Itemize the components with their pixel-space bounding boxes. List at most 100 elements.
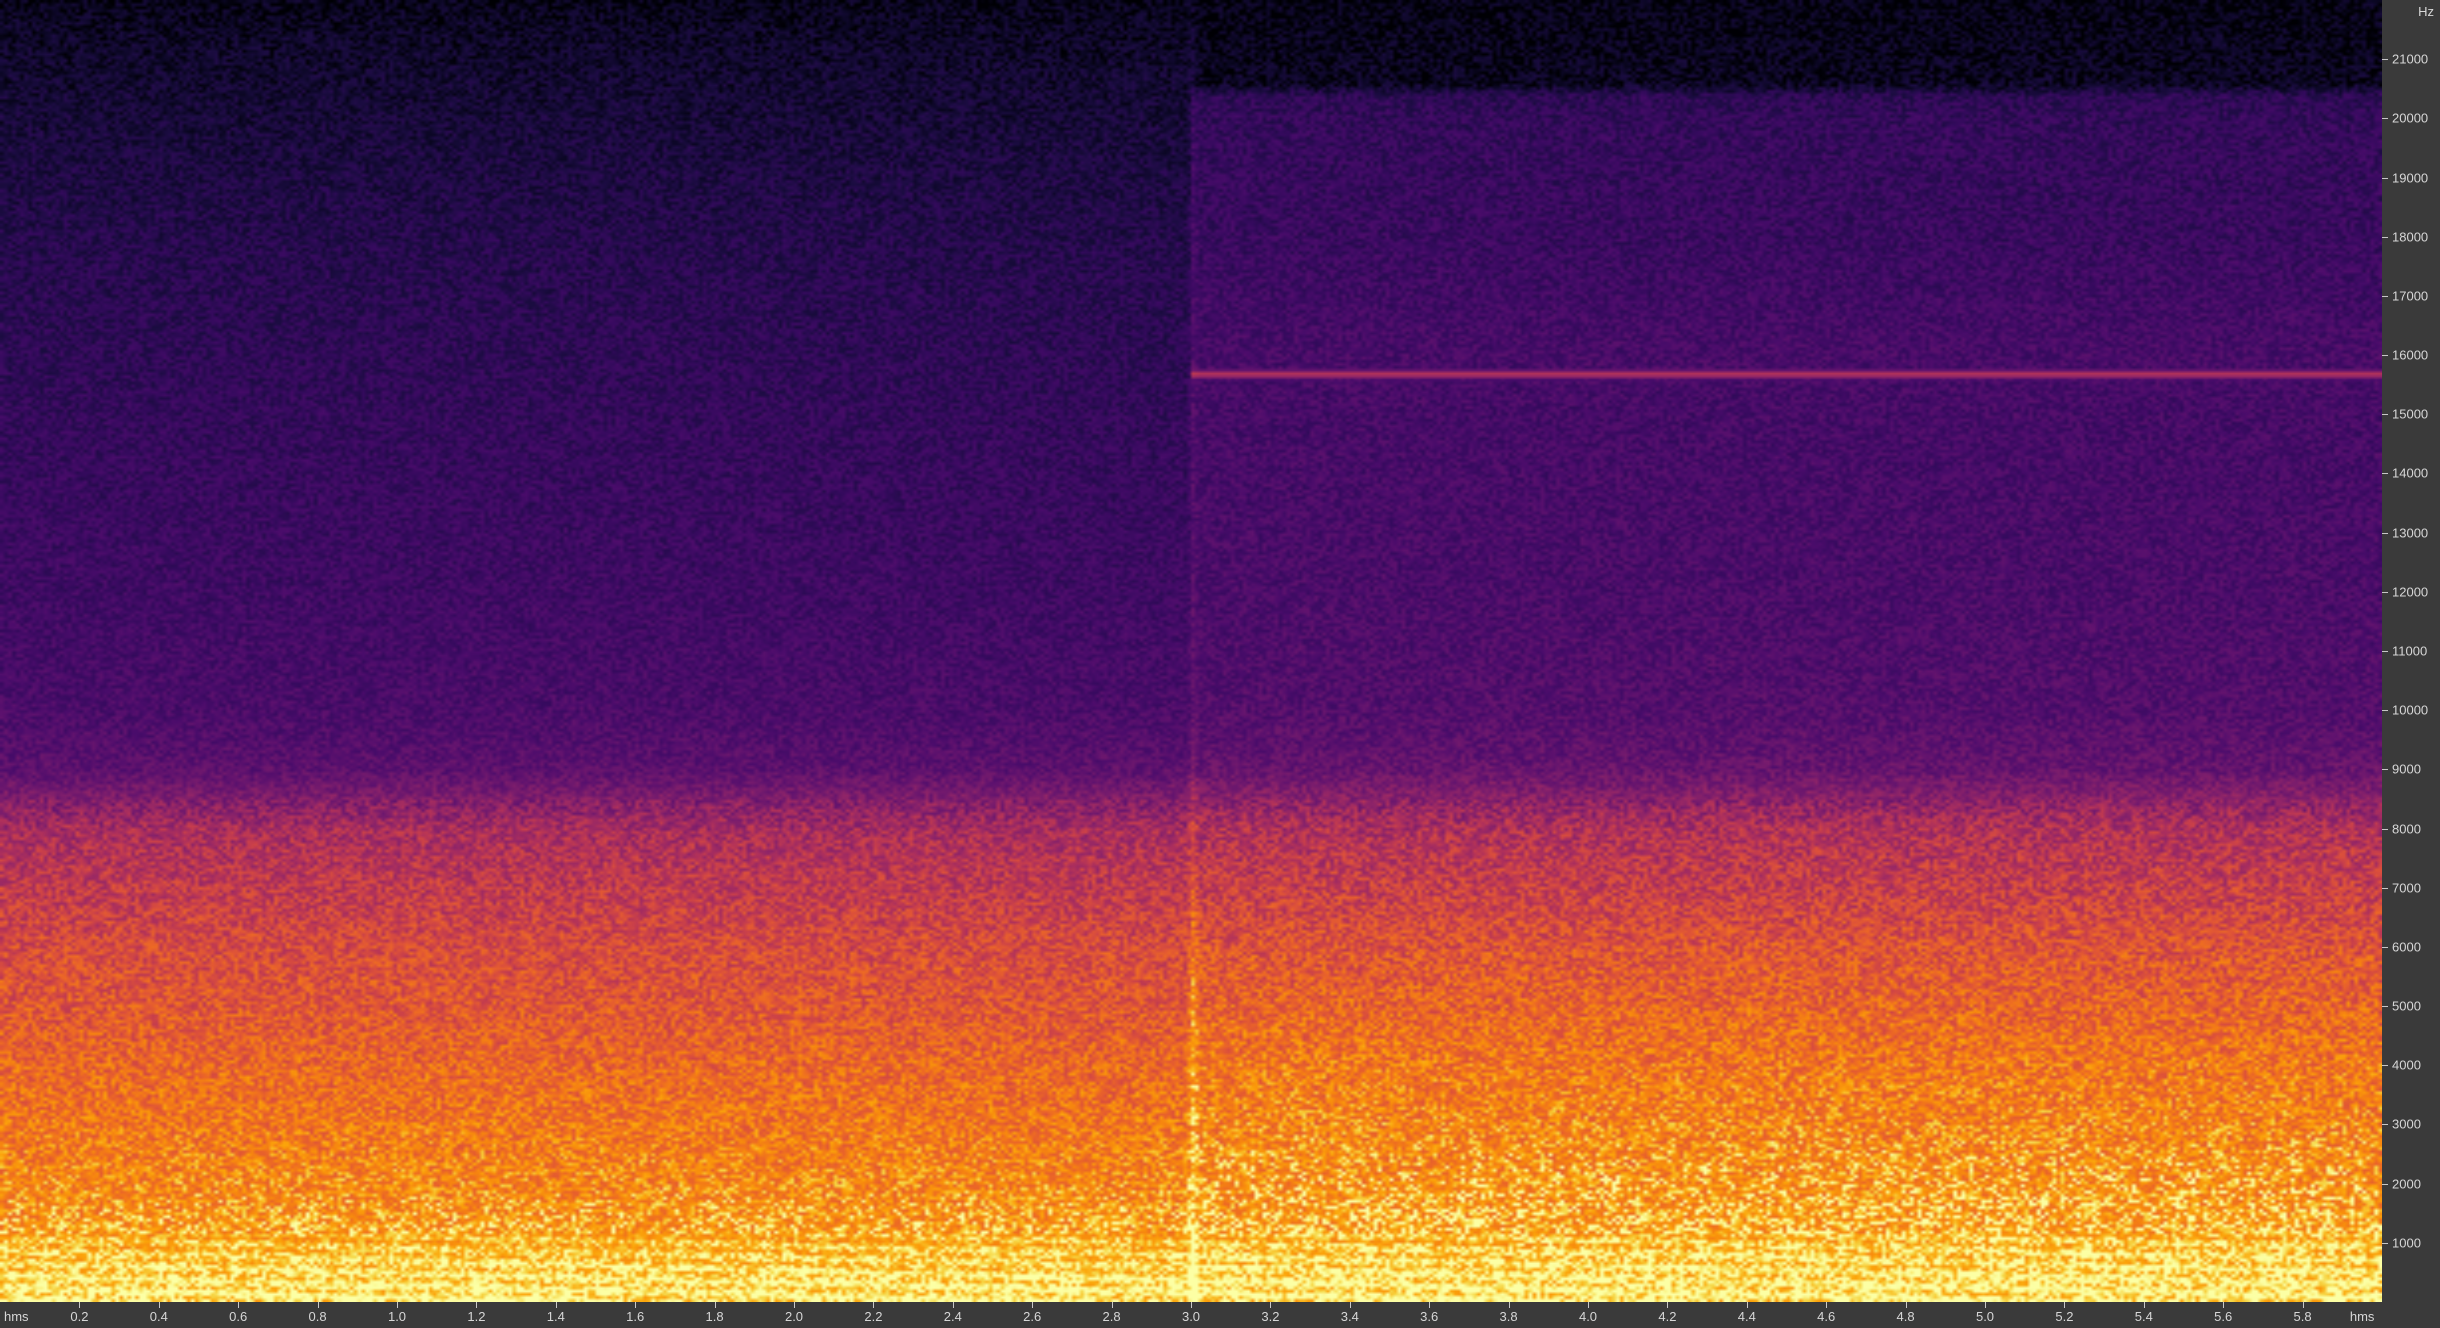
x-axis: hms 0.2 0.4 0.6 0.8 1.0 1.2 1.4 1.6 1.8 2.0 2.2 2.4… <box>0 1302 2382 1328</box>
y-tick-label: 1000 <box>2392 1235 2421 1250</box>
x-tick <box>1032 1302 1033 1308</box>
y-tick <box>2382 296 2388 297</box>
y-tick <box>2382 1243 2388 1244</box>
x-tick-label: 1.8 <box>706 1309 724 1324</box>
y-tick-label: 21000 <box>2392 52 2428 67</box>
x-tick-label: 2.4 <box>944 1309 962 1324</box>
y-tick <box>2382 473 2388 474</box>
x-tick-label: 3.0 <box>1182 1309 1200 1324</box>
x-tick-label: 0.6 <box>229 1309 247 1324</box>
y-tick <box>2382 1184 2388 1185</box>
x-tick-label: 5.0 <box>1976 1309 1994 1324</box>
x-tick <box>476 1302 477 1308</box>
y-tick <box>2382 1006 2388 1007</box>
y-tick-label: 18000 <box>2392 229 2428 244</box>
y-tick-label: 10000 <box>2392 703 2428 718</box>
y-tick-label: 6000 <box>2392 939 2421 954</box>
x-tick <box>1985 1302 1986 1308</box>
y-tick-label: 8000 <box>2392 821 2421 836</box>
x-tick <box>1270 1302 1271 1308</box>
x-tick <box>2223 1302 2224 1308</box>
y-tick-label: 19000 <box>2392 170 2428 185</box>
x-tick <box>1509 1302 1510 1308</box>
x-tick <box>953 1302 954 1308</box>
x-tick <box>2064 1302 2065 1308</box>
y-axis-unit: Hz <box>2418 4 2434 19</box>
x-tick <box>397 1302 398 1308</box>
y-tick-label: 14000 <box>2392 466 2428 481</box>
x-tick <box>2144 1302 2145 1308</box>
y-tick-label: 5000 <box>2392 999 2421 1014</box>
x-tick-label: 4.8 <box>1897 1309 1915 1324</box>
x-tick-label: 0.2 <box>70 1309 88 1324</box>
y-axis-inner: Hz 1000 2000 3000 4000 5000 6000 7000 8000 9000 1… <box>2382 0 2440 1328</box>
y-tick <box>2382 710 2388 711</box>
x-axis-unit: hms <box>4 1309 29 1324</box>
x-tick-label: 3.2 <box>1261 1309 1279 1324</box>
y-tick <box>2382 178 2388 179</box>
y-tick <box>2382 651 2388 652</box>
y-tick-label: 2000 <box>2392 1176 2421 1191</box>
y-tick-label: 4000 <box>2392 1058 2421 1073</box>
y-tick-label: 13000 <box>2392 525 2428 540</box>
x-tick-label: 1.4 <box>547 1309 565 1324</box>
y-tick <box>2382 355 2388 356</box>
x-tick-label: 5.4 <box>2135 1309 2153 1324</box>
x-tick-label: 5.8 <box>2294 1309 2312 1324</box>
x-tick <box>79 1302 80 1308</box>
x-tick-label: 0.4 <box>150 1309 168 1324</box>
y-tick <box>2382 1124 2388 1125</box>
x-tick-label: 0.8 <box>309 1309 327 1324</box>
x-tick <box>1350 1302 1351 1308</box>
x-tick-label: 1.0 <box>388 1309 406 1324</box>
x-tick-label: 5.6 <box>2214 1309 2232 1324</box>
spectrogram-container: hms 0.2 0.4 0.6 0.8 1.0 1.2 1.4 1.6 1.8 2.0 2.2 2.4… <box>0 0 2440 1328</box>
x-tick-label: 1.2 <box>467 1309 485 1324</box>
x-tick <box>1112 1302 1113 1308</box>
x-tick-label: 2.6 <box>1023 1309 1041 1324</box>
x-tick-label: 2.8 <box>1103 1309 1121 1324</box>
y-tick-label: 20000 <box>2392 111 2428 126</box>
y-tick <box>2382 1065 2388 1066</box>
x-tick <box>715 1302 716 1308</box>
y-tick-label: 7000 <box>2392 880 2421 895</box>
x-tick-label: 4.0 <box>1579 1309 1597 1324</box>
x-tick-label: 3.6 <box>1420 1309 1438 1324</box>
x-tick <box>873 1302 874 1308</box>
x-tick <box>794 1302 795 1308</box>
y-tick-label: 15000 <box>2392 407 2428 422</box>
x-tick <box>1906 1302 1907 1308</box>
y-tick-label: 9000 <box>2392 762 2421 777</box>
x-tick <box>1667 1302 1668 1308</box>
plot-area: hms 0.2 0.4 0.6 0.8 1.0 1.2 1.4 1.6 1.8 2.0 2.2 2.4… <box>0 0 2382 1328</box>
y-tick <box>2382 533 2388 534</box>
x-tick-label: 4.2 <box>1658 1309 1676 1324</box>
y-tick-label: 3000 <box>2392 1117 2421 1132</box>
x-tick <box>2303 1302 2304 1308</box>
y-tick-label: 17000 <box>2392 288 2428 303</box>
x-tick <box>1191 1302 1192 1308</box>
x-tick-label: 4.6 <box>1817 1309 1835 1324</box>
y-tick <box>2382 829 2388 830</box>
y-tick <box>2382 118 2388 119</box>
y-tick <box>2382 237 2388 238</box>
x-tick-label: 2.2 <box>864 1309 882 1324</box>
x-tick-label: 3.4 <box>1341 1309 1359 1324</box>
y-axis: Hz 1000 2000 3000 4000 5000 6000 7000 8000 9000 1… <box>2382 0 2440 1328</box>
y-tick <box>2382 947 2388 948</box>
x-tick <box>1429 1302 1430 1308</box>
spectrogram-canvas-wrap <box>0 0 2382 1328</box>
y-tick <box>2382 888 2388 889</box>
x-tick-label: 2.0 <box>785 1309 803 1324</box>
x-tick-label: 1.6 <box>626 1309 644 1324</box>
y-tick-label: 11000 <box>2392 644 2427 659</box>
y-tick <box>2382 59 2388 60</box>
x-tick <box>238 1302 239 1308</box>
x-tick-label: 5.2 <box>2055 1309 2073 1324</box>
x-tick <box>1588 1302 1589 1308</box>
x-tick <box>556 1302 557 1308</box>
x-tick <box>159 1302 160 1308</box>
x-axis-unit-right: hms <box>2350 1309 2375 1324</box>
x-tick <box>318 1302 319 1308</box>
x-tick-label: 4.4 <box>1738 1309 1756 1324</box>
